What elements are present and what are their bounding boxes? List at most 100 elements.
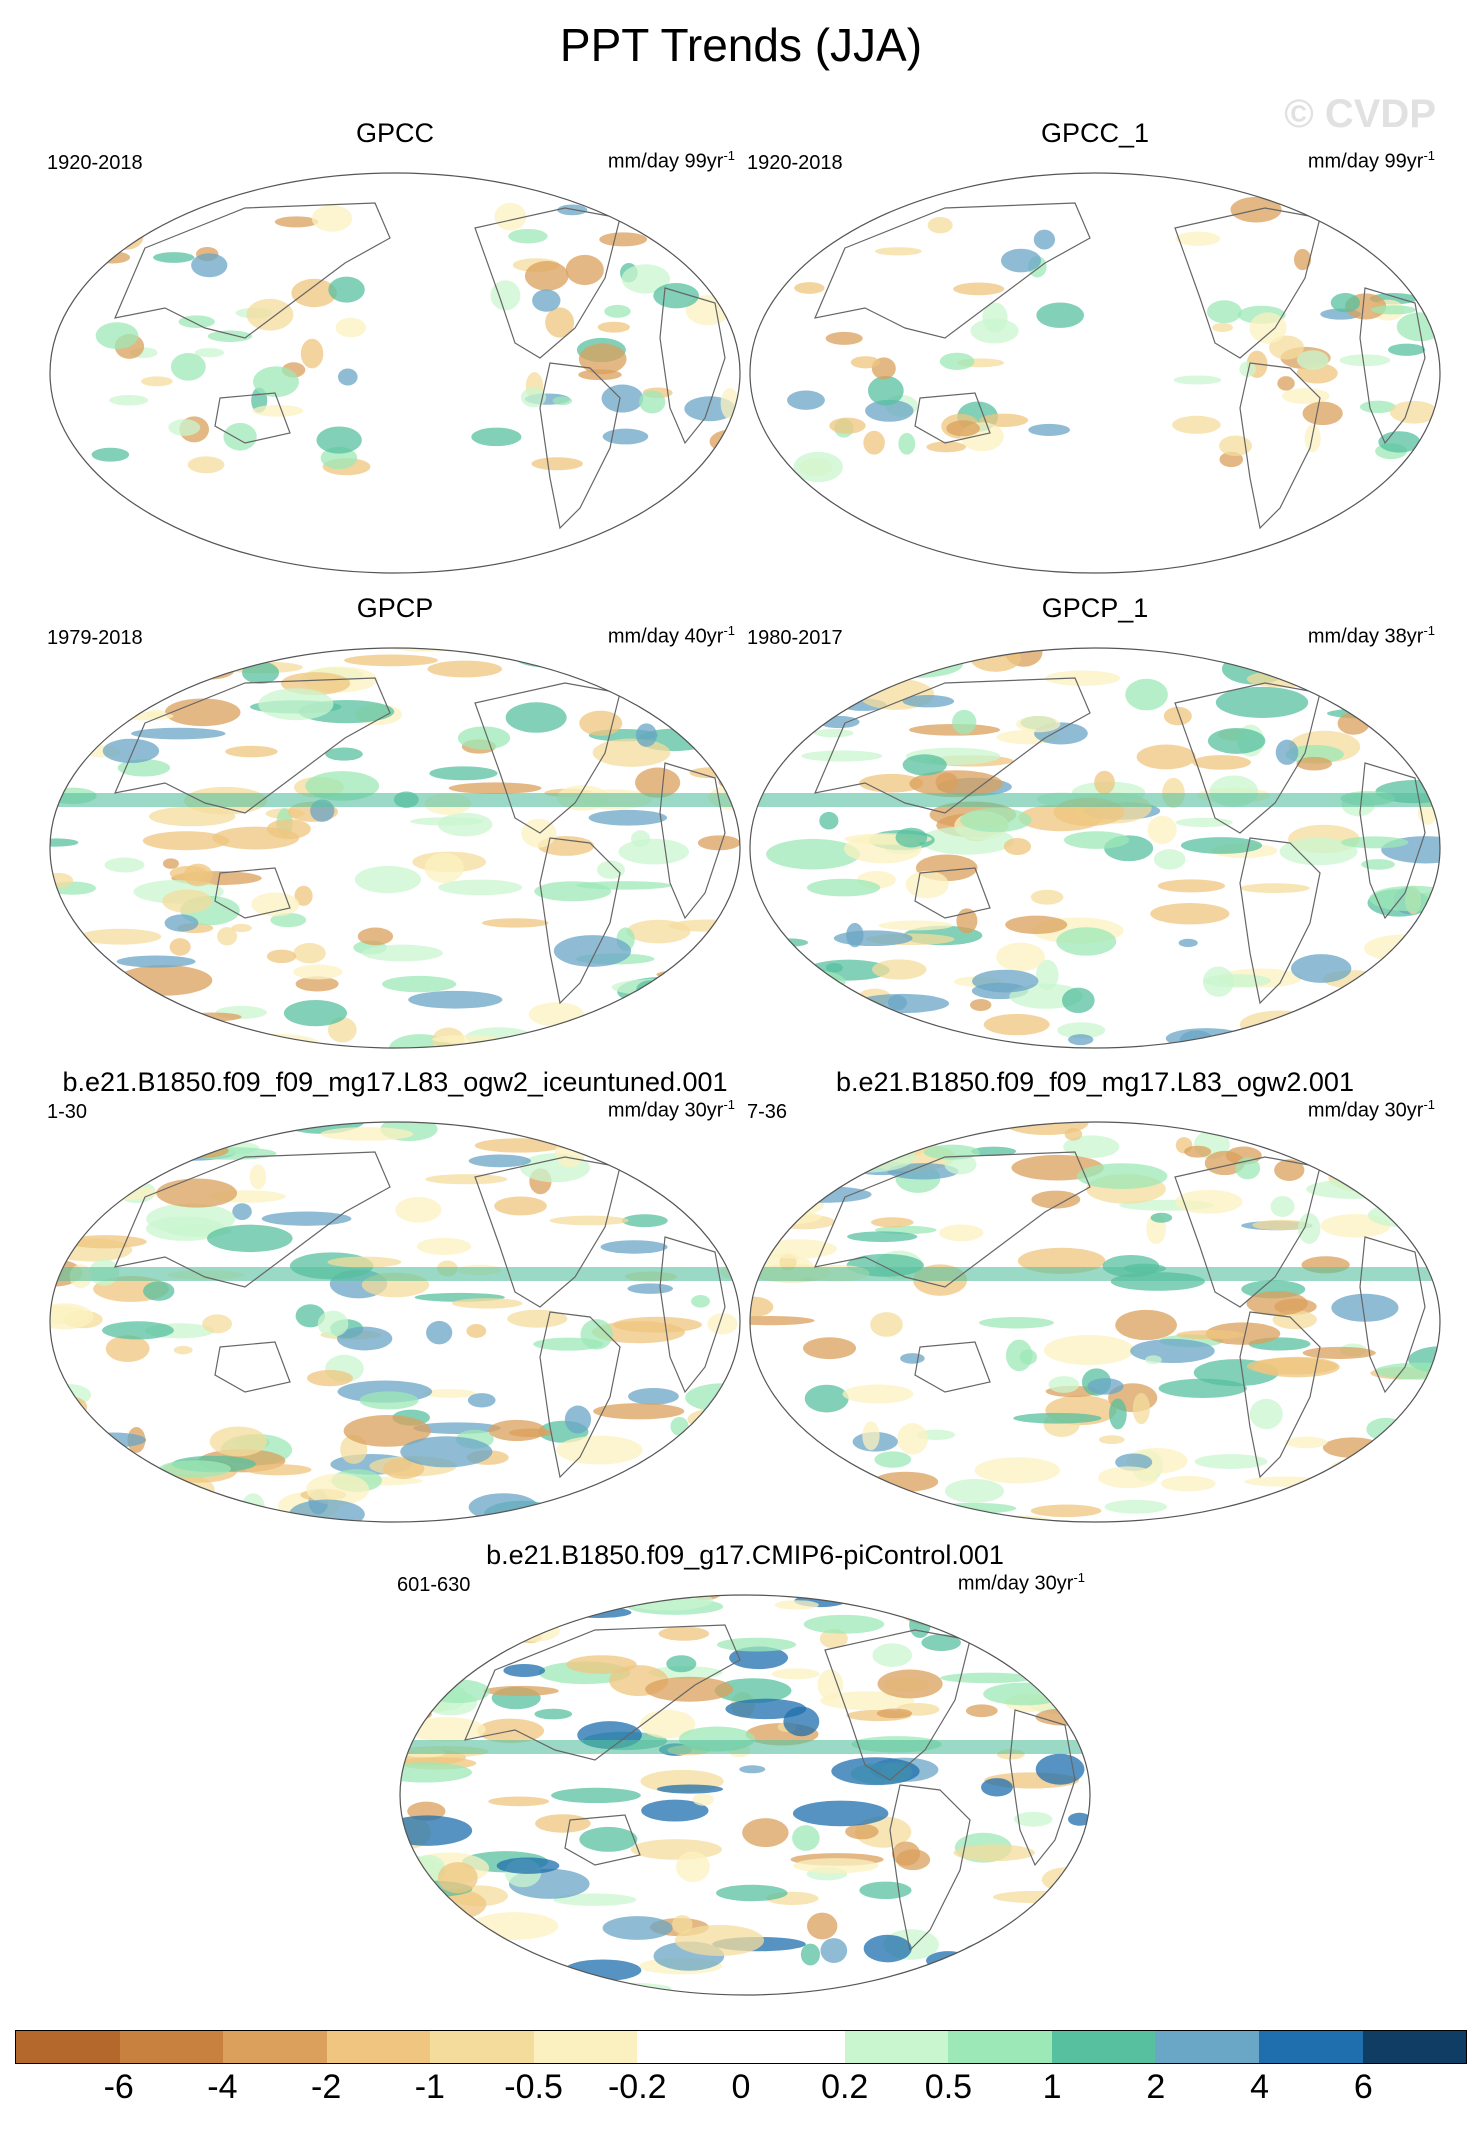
trend-patch <box>675 653 719 674</box>
trend-patch <box>856 648 895 661</box>
trend-patch <box>1239 1010 1322 1039</box>
trend-patch <box>169 865 209 881</box>
map-border <box>749 647 1441 1049</box>
panel-units: mm/day 30yr-1 <box>1307 1097 1435 1122</box>
trend-patch <box>1269 335 1305 360</box>
trend-patch <box>750 1153 814 1171</box>
trend-patch <box>996 1984 1052 1995</box>
trend-patch <box>344 654 438 667</box>
trend-patch <box>696 1182 740 1192</box>
trend-patch <box>178 315 215 329</box>
trend-patch <box>1150 903 1230 925</box>
map-border <box>49 1121 741 1523</box>
trend-patch <box>134 1132 154 1145</box>
trend-patch <box>143 1281 175 1301</box>
trend-patch <box>1109 1398 1127 1430</box>
panel-period: 7-36 <box>747 1101 788 1123</box>
trend-patch <box>635 767 681 798</box>
trend-patch <box>1136 744 1196 770</box>
trend-patch <box>94 251 131 264</box>
trend-patch <box>50 648 86 656</box>
coastline <box>1359 1236 1426 1394</box>
trend-patch <box>509 1619 560 1642</box>
trend-patch <box>1361 859 1395 870</box>
trend-patch <box>545 307 575 338</box>
trend-patch <box>68 692 88 708</box>
trend-patch <box>1378 431 1421 453</box>
trend-patch <box>1048 1376 1080 1393</box>
trend-patch <box>232 1203 252 1220</box>
trend-patch <box>451 1298 523 1309</box>
trend-patch <box>750 1495 779 1519</box>
trend-patch <box>793 1858 879 1874</box>
trend-patch <box>194 348 225 358</box>
trend-patch <box>649 1035 683 1048</box>
colorbar-label: -0.5 <box>504 2068 563 2106</box>
trend-patch <box>217 927 238 946</box>
trend-patch <box>1277 376 1295 391</box>
colorbar-label: -0.2 <box>607 2068 667 2106</box>
trend-patch <box>55 952 81 973</box>
trend-patch <box>661 1039 735 1048</box>
trend-patch <box>108 1148 141 1173</box>
panel-units: mm/day 99yr-1 <box>607 148 735 173</box>
trend-patch <box>1043 1334 1135 1366</box>
trend-patch <box>494 202 527 231</box>
trend-patch <box>225 745 278 758</box>
trend-patch <box>714 1678 792 1704</box>
trend-patch <box>1331 1293 1399 1322</box>
trend-patch <box>1296 756 1332 771</box>
trend-patch <box>306 1473 370 1506</box>
colorbar-cell <box>948 2031 1052 2063</box>
trend-patch <box>825 331 863 345</box>
trend-patch <box>253 366 299 398</box>
trend-patch <box>820 1691 915 1711</box>
trend-patch <box>1405 209 1440 238</box>
trend-patch <box>1297 1213 1321 1244</box>
trend-patch <box>1063 831 1130 849</box>
trend-patch <box>983 1013 1050 1036</box>
trend-patch <box>153 252 195 263</box>
trend-patch <box>1348 683 1409 711</box>
trend-patch <box>1147 815 1177 845</box>
trend-patch <box>1056 927 1117 956</box>
trend-patch <box>641 1021 711 1041</box>
trend-patch <box>897 1423 928 1455</box>
trend-patch <box>209 1426 267 1457</box>
coastline <box>1174 1156 1321 1308</box>
trend-patch <box>383 1458 425 1479</box>
trend-patch <box>425 1174 508 1185</box>
trend-patch <box>294 885 313 906</box>
trend-patch <box>919 826 1015 855</box>
trend-patch <box>833 930 913 947</box>
trend-patch <box>146 709 166 718</box>
trend-patch <box>490 280 521 311</box>
trend-patch <box>952 709 977 735</box>
trend-patch <box>980 1617 1043 1644</box>
map-panel-gpcp: GPCP 1979-2018 mm/day 40yr-1 <box>45 593 745 1053</box>
colorbar-label: 1 <box>1042 2068 1062 2106</box>
colorbar-cell <box>844 2031 949 2063</box>
trend-patch <box>565 254 604 286</box>
trend-patch <box>1212 322 1234 332</box>
trend-patch <box>754 1510 829 1522</box>
trend-patch <box>50 1158 121 1175</box>
trend-patch <box>1281 388 1330 405</box>
trend-patch <box>1031 1190 1081 1209</box>
trend-patch <box>381 975 457 993</box>
trend-patch <box>775 1195 798 1224</box>
trend-patch <box>794 282 825 294</box>
trend-patch <box>400 1664 426 1685</box>
trend-patch <box>640 1709 696 1739</box>
trend-patch <box>354 865 421 894</box>
trend-patch <box>431 1627 449 1643</box>
trend-patch <box>891 1841 921 1866</box>
coastline <box>564 1814 641 1866</box>
coastline <box>1174 682 1321 834</box>
coastline <box>914 867 991 919</box>
trend-patch <box>953 1844 1035 1862</box>
trend-patch <box>159 1460 232 1478</box>
trend-patch <box>468 1154 532 1168</box>
trend-patch <box>725 1698 807 1720</box>
trend-patch <box>1178 938 1198 948</box>
